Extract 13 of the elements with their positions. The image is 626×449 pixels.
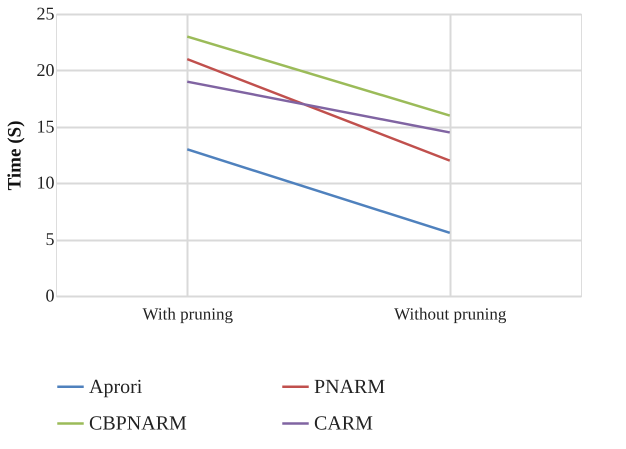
legend-label: CARM bbox=[314, 412, 374, 434]
y-tick-label: 10 bbox=[36, 172, 54, 193]
legend-label: CBPNARM bbox=[89, 412, 188, 434]
y-tick-label: 15 bbox=[36, 116, 54, 136]
x-tick-label: With pruning bbox=[142, 304, 234, 324]
y-axis-title: Time (S) bbox=[4, 120, 26, 190]
y-tick-label: 5 bbox=[46, 229, 54, 250]
legend-label: Aprori bbox=[89, 376, 143, 398]
legend-label: PNARM bbox=[314, 376, 386, 398]
y-tick-label: 25 bbox=[36, 4, 54, 24]
y-tick-label: 20 bbox=[36, 60, 54, 80]
y-tick-label: 0 bbox=[46, 286, 54, 306]
x-tick-label: Without pruning bbox=[394, 304, 507, 324]
